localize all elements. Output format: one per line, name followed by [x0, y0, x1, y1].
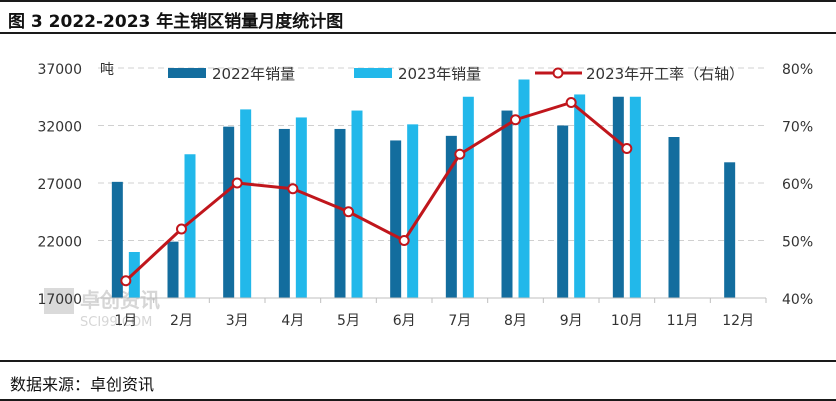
x-tick-label: 8月: [504, 313, 527, 329]
bar-2022: [334, 128, 346, 298]
y-left-unit: 吨: [100, 62, 114, 78]
y-left-tick-label: 27000: [37, 177, 82, 193]
x-tick-label: 1月: [114, 313, 137, 329]
bar-2023: [128, 252, 140, 298]
bar-2022: [612, 96, 624, 298]
x-tick-label: 6月: [393, 313, 416, 329]
figure-title: 图 3 2022-2023 年主销区销量月度统计图: [8, 12, 344, 32]
bar-2023: [351, 110, 363, 298]
bar-2022: [167, 241, 179, 298]
y-right-tick-label: 70%: [782, 120, 813, 136]
x-tick-label: 10月: [611, 313, 643, 329]
bar-2022: [390, 140, 402, 298]
bar-2023: [462, 96, 474, 298]
title-bar: 图 3 2022-2023 年主销区销量月度统计图: [0, 0, 836, 34]
y-right-tick-label: 80%: [782, 62, 813, 78]
line-point: [621, 143, 633, 154]
y-left-tick-label: 37000: [37, 62, 82, 78]
y-left-tick-label: 22000: [37, 235, 82, 251]
legend-swatch-2023: [354, 68, 392, 78]
legend-label-utilization: 2023年开工率（右轴）: [586, 65, 744, 83]
line-utilization: [124, 101, 628, 282]
source-note: 数据来源：卓创资讯: [10, 375, 155, 394]
bar-2022: [557, 125, 569, 298]
bar-2022: [223, 126, 235, 299]
bar-2023: [518, 79, 530, 298]
legend-label-2022: 2022年销量: [212, 65, 295, 83]
x-tick-label: 4月: [281, 313, 304, 329]
chart: 卓创资讯 SCI99.COM 1700022000270003200037000…: [37, 62, 813, 330]
line-point: [120, 275, 132, 287]
bar-2023: [184, 154, 196, 298]
line-point: [343, 206, 354, 218]
y-left-tick-label: 32000: [37, 120, 82, 136]
bar-2023: [407, 124, 419, 298]
watermark-en: SCI99.COM: [80, 315, 152, 330]
bar-2023: [574, 94, 586, 298]
y-right-tick-label: 50%: [782, 235, 813, 251]
line-point: [287, 183, 299, 195]
bar-2022: [501, 110, 513, 298]
source-bar: 数据来源：卓创资讯: [0, 360, 836, 401]
x-tick-label: 9月: [560, 313, 583, 329]
x-tick-label: 11月: [667, 313, 699, 329]
bar-2022: [278, 128, 290, 298]
x-tick-label: 7月: [448, 313, 471, 329]
bar-2022: [724, 162, 736, 298]
x-tick-label: 3月: [226, 313, 249, 329]
x-tick-label: 5月: [337, 313, 360, 329]
legend-label-2023: 2023年销量: [398, 65, 481, 83]
y-right-tick-label: 40%: [782, 292, 813, 308]
line-point: [510, 114, 521, 126]
watermark-logo: [44, 288, 74, 314]
legend-marker-utilization: [552, 67, 564, 79]
x-tick-label: 12月: [722, 313, 754, 329]
bar-2023: [240, 109, 252, 299]
bar-2023: [295, 117, 307, 298]
y-left-tick-label: 17000: [37, 292, 82, 308]
bar-2022: [111, 181, 123, 298]
bar-2023: [629, 96, 641, 298]
legend-swatch-2022: [168, 68, 206, 78]
y-right-tick-label: 60%: [782, 177, 813, 193]
bar-2022: [668, 137, 680, 298]
bar-2022: [445, 135, 457, 298]
line-point: [176, 223, 187, 235]
line-point: [231, 177, 243, 189]
line-point: [454, 148, 466, 160]
line-point: [565, 97, 577, 108]
line-point: [398, 235, 410, 246]
x-tick-label: 2月: [170, 313, 193, 329]
